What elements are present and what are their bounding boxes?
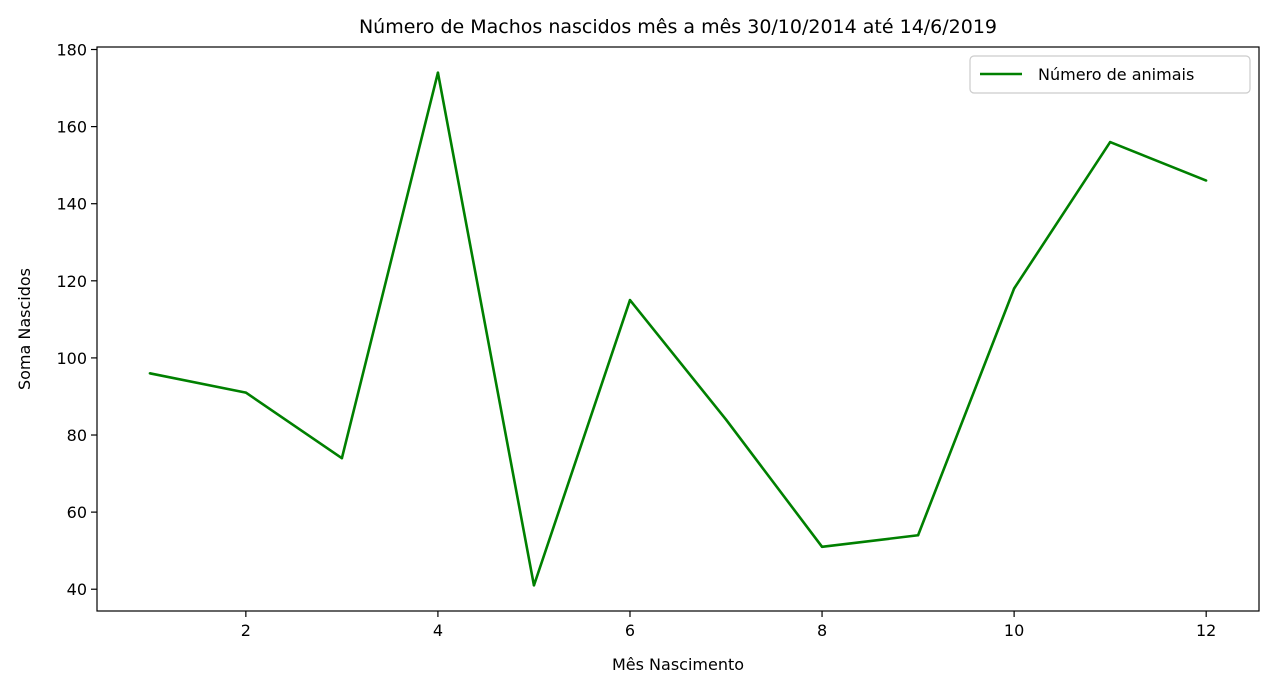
x-tick-label: 10	[1004, 621, 1024, 640]
y-tick-label: 100	[56, 349, 87, 368]
x-tick-label: 4	[433, 621, 443, 640]
x-tick-label: 6	[625, 621, 635, 640]
y-axis: 40 60 80 100 120 140 160 180	[56, 41, 97, 599]
series-line-0	[149, 71, 1207, 587]
data-point	[532, 584, 536, 587]
data-point	[724, 418, 728, 421]
y-axis-label: Soma Nascidos	[15, 268, 34, 390]
x-axis: 2 4 6 8 10 12	[241, 611, 1216, 640]
legend-box	[969, 55, 1251, 94]
data-point	[628, 298, 632, 302]
plot-frame	[96, 46, 1260, 612]
y-tick-label: 140	[56, 195, 87, 214]
data-point	[436, 71, 440, 74]
data-point	[148, 372, 152, 375]
x-axis-label: Mês Nascimento	[612, 655, 744, 674]
data-point	[1012, 287, 1016, 290]
y-tick-label: 80	[67, 426, 87, 445]
y-tick-label: 180	[56, 41, 87, 60]
data-point	[1108, 140, 1112, 144]
x-tick-label: 8	[817, 621, 827, 640]
legend-label: Número de animais	[1038, 65, 1194, 84]
chart-title: Número de Machos nascidos mês a mês 30/1…	[359, 16, 997, 38]
y-tick-label: 40	[67, 580, 87, 599]
data-point	[820, 545, 824, 549]
data-point	[1204, 179, 1208, 182]
data-point	[916, 534, 920, 537]
x-tick-label: 12	[1196, 621, 1216, 640]
legend: Número de animais	[969, 55, 1251, 94]
y-tick-label: 160	[56, 118, 87, 137]
data-point	[244, 391, 248, 394]
y-tick-label: 60	[67, 503, 87, 522]
data-point	[340, 456, 344, 460]
x-tick-label: 2	[241, 621, 251, 640]
y-tick-label: 120	[56, 272, 87, 291]
plot-area	[96, 46, 1260, 612]
